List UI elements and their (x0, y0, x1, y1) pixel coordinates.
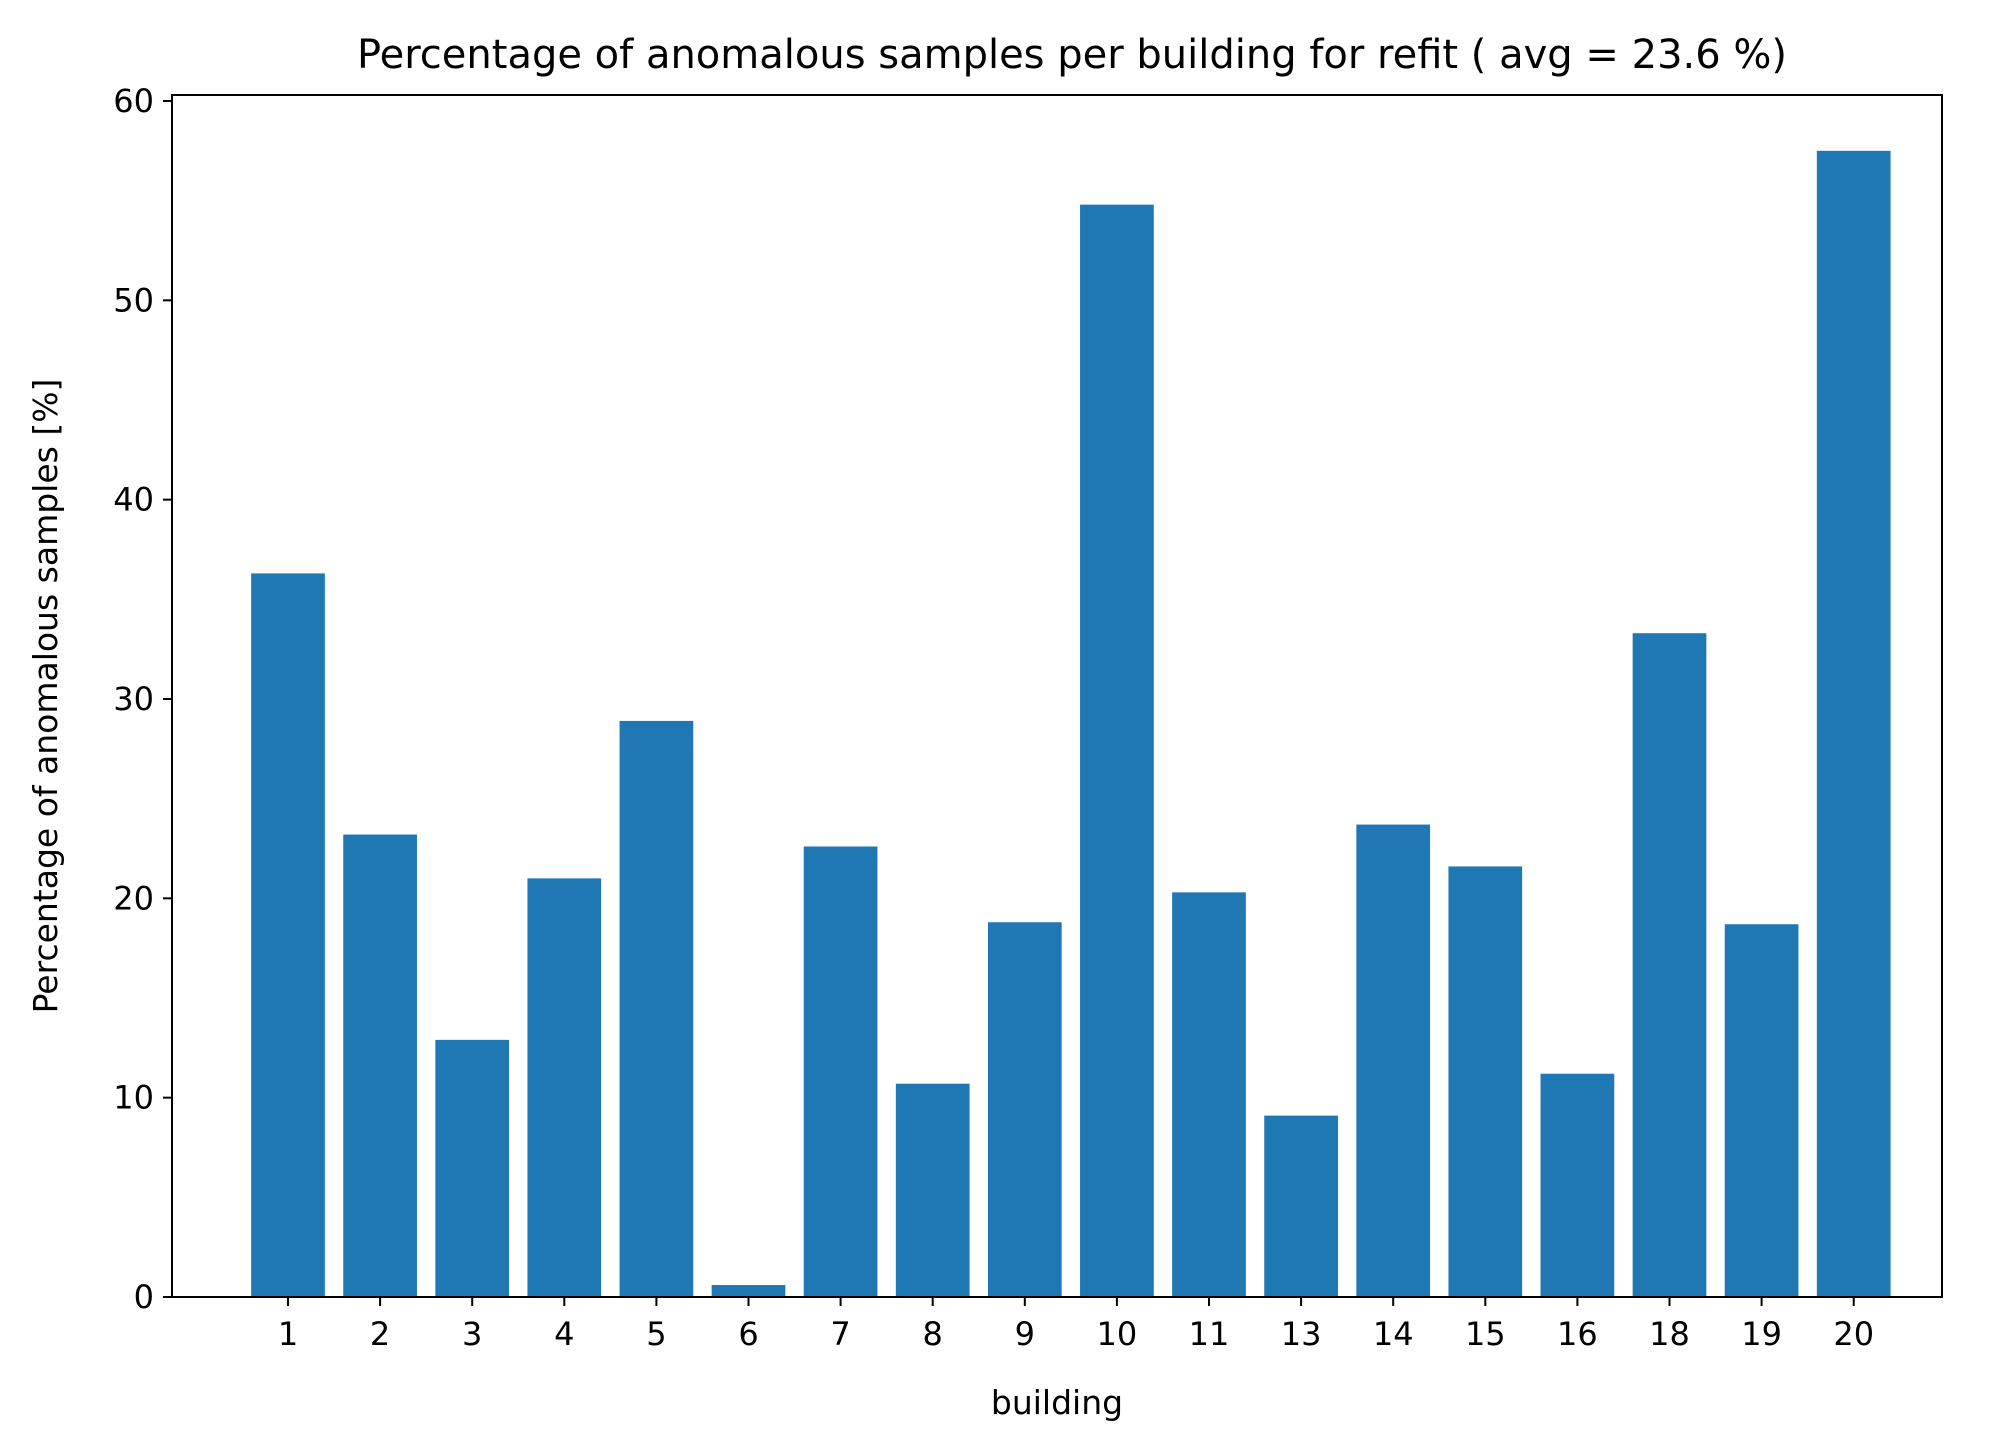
plot-frame (171, 94, 1943, 1298)
x-tick-label-3: 3 (462, 1315, 482, 1353)
y-tick-label-30: 30 (113, 680, 154, 718)
bar-building-8 (895, 1083, 970, 1297)
x-tick-label-10: 10 (1097, 1315, 1138, 1353)
x-tick-label-15: 15 (1465, 1315, 1506, 1353)
bar-building-1 (251, 573, 325, 1297)
y-tick-label-10: 10 (113, 1079, 154, 1117)
y-tick-label-20: 20 (113, 879, 154, 917)
bar-building-10 (1080, 204, 1154, 1297)
x-tick-label-4: 4 (554, 1315, 574, 1353)
bar-building-13 (1264, 1115, 1338, 1297)
x-axis: 1 2 3 4 5 6 7 8 9 10 11 13 14 15 16 18 19 20 (278, 1297, 1874, 1353)
bar-building-16 (1540, 1073, 1615, 1297)
x-tick-label-1: 1 (278, 1315, 298, 1353)
x-tick-label-20: 20 (1833, 1315, 1874, 1353)
bar-building-3 (435, 1039, 510, 1297)
chart-title: Percentage of anomalous samples per buil… (357, 32, 1787, 78)
y-axis-title: Percentage of anomalous samples [%] (26, 379, 65, 1014)
x-tick-label-2: 2 (370, 1315, 390, 1353)
x-tick-label-19: 19 (1741, 1315, 1782, 1353)
x-tick-label-8: 8 (923, 1315, 943, 1353)
bar-building-15 (1448, 866, 1523, 1297)
x-tick-label-7: 7 (830, 1315, 850, 1353)
bar-building-9 (987, 922, 1062, 1297)
y-tick-label-40: 40 (113, 481, 154, 519)
x-tick-label-5: 5 (646, 1315, 666, 1353)
y-axis: 0 10 20 30 40 50 60 (113, 82, 172, 1316)
bar-building-11 (1172, 892, 1246, 1297)
bar-building-4 (527, 878, 602, 1297)
x-tick-label-9: 9 (1015, 1315, 1035, 1353)
bar-building-7 (803, 846, 878, 1297)
bar-building-2 (343, 834, 417, 1297)
bars-group (251, 150, 1891, 1297)
bar-building-14 (1356, 824, 1431, 1297)
x-tick-label-13: 13 (1281, 1315, 1322, 1353)
x-axis-title: building (991, 1383, 1123, 1422)
y-tick-label-50: 50 (113, 281, 154, 319)
bar-building-19 (1724, 924, 1799, 1297)
x-tick-label-18: 18 (1649, 1315, 1690, 1353)
x-tick-label-16: 16 (1557, 1315, 1598, 1353)
x-tick-label-14: 14 (1373, 1315, 1414, 1353)
bar-building-5 (619, 720, 694, 1297)
bar-building-18 (1632, 633, 1707, 1297)
bar-building-20 (1816, 150, 1891, 1297)
y-tick-label-0: 0 (134, 1278, 154, 1316)
x-tick-label-6: 6 (738, 1315, 758, 1353)
x-tick-label-11: 11 (1189, 1315, 1230, 1353)
bar-building-6 (711, 1285, 786, 1297)
y-tick-label-60: 60 (113, 82, 154, 120)
